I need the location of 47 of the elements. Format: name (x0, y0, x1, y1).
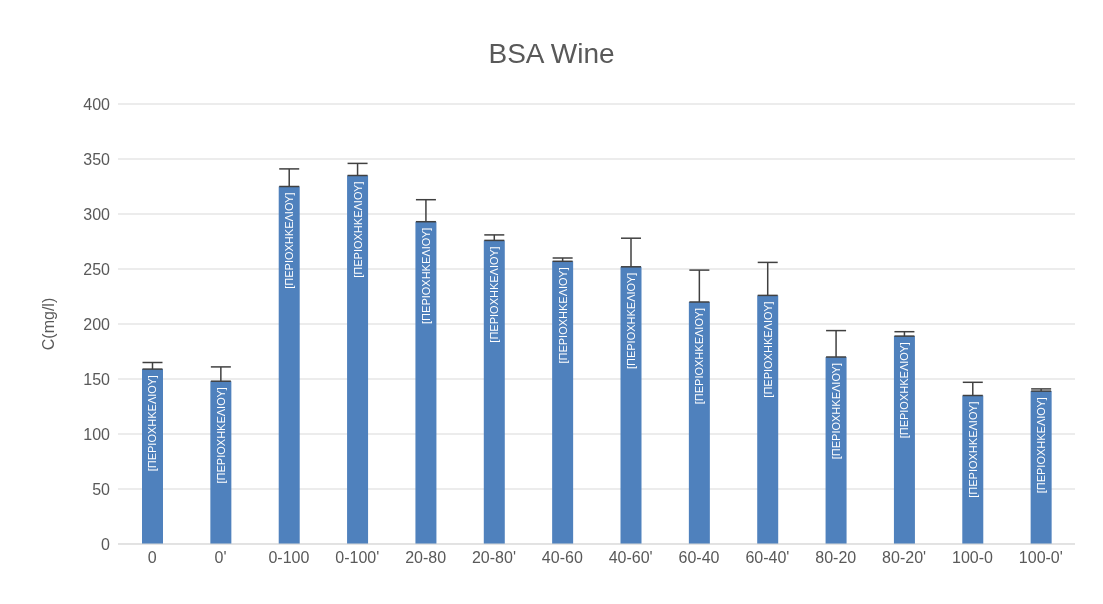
x-tick-label: 0' (214, 549, 227, 567)
y-axis-title: C(mg/l) (39, 297, 57, 351)
x-tick-label: 40-60 (541, 549, 583, 567)
y-tick-label: 400 (83, 95, 111, 113)
x-tick-label: 60-40' (745, 549, 790, 567)
bar (620, 266, 642, 544)
data-label: [ΠΕΡΙΟΧΗΚΕΛΙΟΥ] (146, 375, 159, 472)
x-tick-label: 100-0 (952, 549, 994, 567)
y-tick-label: 0 (101, 535, 111, 553)
data-label: [ΠΕΡΙΟΧΗΚΕΛΙΟΥ] (351, 181, 364, 278)
bar (688, 302, 710, 544)
x-tick-label: 100-0' (1018, 549, 1063, 567)
data-label: [ΠΕΡΙΟΧΗΚΕΛΙΟΥ] (1035, 397, 1048, 494)
data-label: [ΠΕΡΙΟΧΗΚΕΛΙΟΥ] (283, 192, 296, 289)
data-label: [ΠΕΡΙΟΧΗΚΕΛΙΟΥ] (488, 246, 501, 343)
data-label: [ΠΕΡΙΟΧΗΚΕΛΙΟΥ] (419, 227, 432, 324)
x-tick-label: 40-60' (608, 549, 653, 567)
data-label: [ΠΕΡΙΟΧΗΚΕΛΙΟΥ] (966, 401, 979, 498)
bar (278, 186, 300, 544)
data-label: [ΠΕΡΙΟΧΗΚΕΛΙΟΥ] (625, 272, 637, 370)
bar (483, 240, 505, 544)
x-tick-label: 60-40 (678, 549, 720, 567)
y-tick-label: 200 (83, 315, 111, 333)
x-tick-label: 0 (147, 549, 157, 567)
y-tick-label: 300 (83, 205, 111, 223)
x-tick-label: 0-100 (268, 549, 310, 567)
x-tick-label: 80-20 (815, 549, 857, 567)
x-tick-label: 20-80 (405, 549, 447, 567)
data-label: [ΠΕΡΙΟΧΗΚΕΛΙΟΥ] (898, 342, 911, 439)
y-tick-label: 100 (83, 425, 111, 443)
data-label: [ΠΕΡΙΟΧΗΚΕΛΙΟΥ] (761, 301, 774, 398)
y-tick-label: 150 (83, 370, 111, 388)
bar (757, 295, 779, 544)
data-label: [ΠΕΡΙΟΧΗΚΕΛΙΟΥ] (214, 387, 227, 484)
data-label: [ΠΕΡΙΟΧΗΚΕΛΙΟΥ] (556, 267, 569, 364)
y-tick-label: 350 (83, 150, 111, 168)
y-tick-label: 250 (83, 260, 111, 278)
bar (552, 261, 574, 544)
x-tick-label: 0-100' (335, 549, 380, 567)
bar (415, 221, 437, 544)
data-label: [ΠΕΡΙΟΧΗΚΕΛΙΟΥ] (693, 308, 706, 405)
y-tick-label: 50 (92, 480, 111, 498)
data-label: [ΠΕΡΙΟΧΗΚΕΛΙΟΥ] (830, 363, 843, 460)
bar (347, 175, 369, 544)
chart-title: BSA Wine (487, 37, 616, 71)
x-tick-label: 20-80' (471, 549, 516, 567)
x-tick-label: 80-20' (882, 549, 927, 567)
